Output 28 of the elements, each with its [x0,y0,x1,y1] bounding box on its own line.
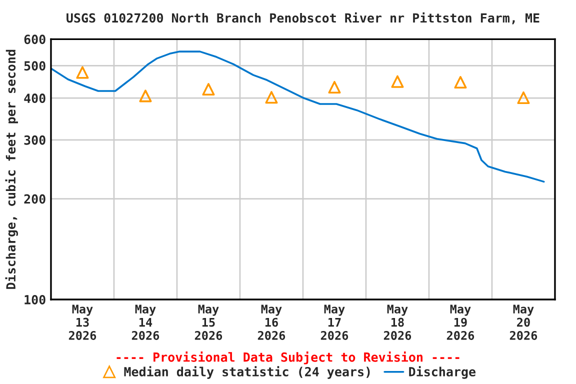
x-tick-label: May 17 2026 [320,304,348,340]
point [76,66,89,79]
legend-label: Median daily statistic (24 years) [124,366,370,379]
y-tick-label: 600 [24,34,46,44]
x-tick-label: May 20 2026 [510,304,538,340]
point [328,80,341,94]
point [517,91,530,104]
chart-title: USGS 01027200 North Branch Penobscot River nr Pittston Farm, ME [66,12,540,24]
point [454,76,467,89]
point [202,82,215,96]
line-series [50,50,545,183]
point [265,91,278,104]
y-axis-title: Discharge, cubic feet per second [5,50,18,289]
y-tick-label: 100 [24,294,46,304]
text: ---- Provisional Data Subject to Revision ---- [116,352,460,364]
x-tick-label: May 19 2026 [446,304,474,340]
point [391,75,404,88]
y-tick-label: 200 [24,194,46,204]
x-tick-label: May 14 2026 [132,304,160,340]
y-tick-label: 500 [24,61,46,71]
legend-label: Discharge [409,366,476,379]
x-tick-label: May 18 2026 [384,304,412,340]
point [139,90,152,102]
y-tick-label: 400 [24,94,46,104]
x-tick-label: May 15 2026 [194,304,222,340]
x-tick-label: May 16 2026 [258,304,286,340]
y-tick-label: 300 [24,135,46,145]
x-tick-label: May 13 2026 [68,304,96,340]
